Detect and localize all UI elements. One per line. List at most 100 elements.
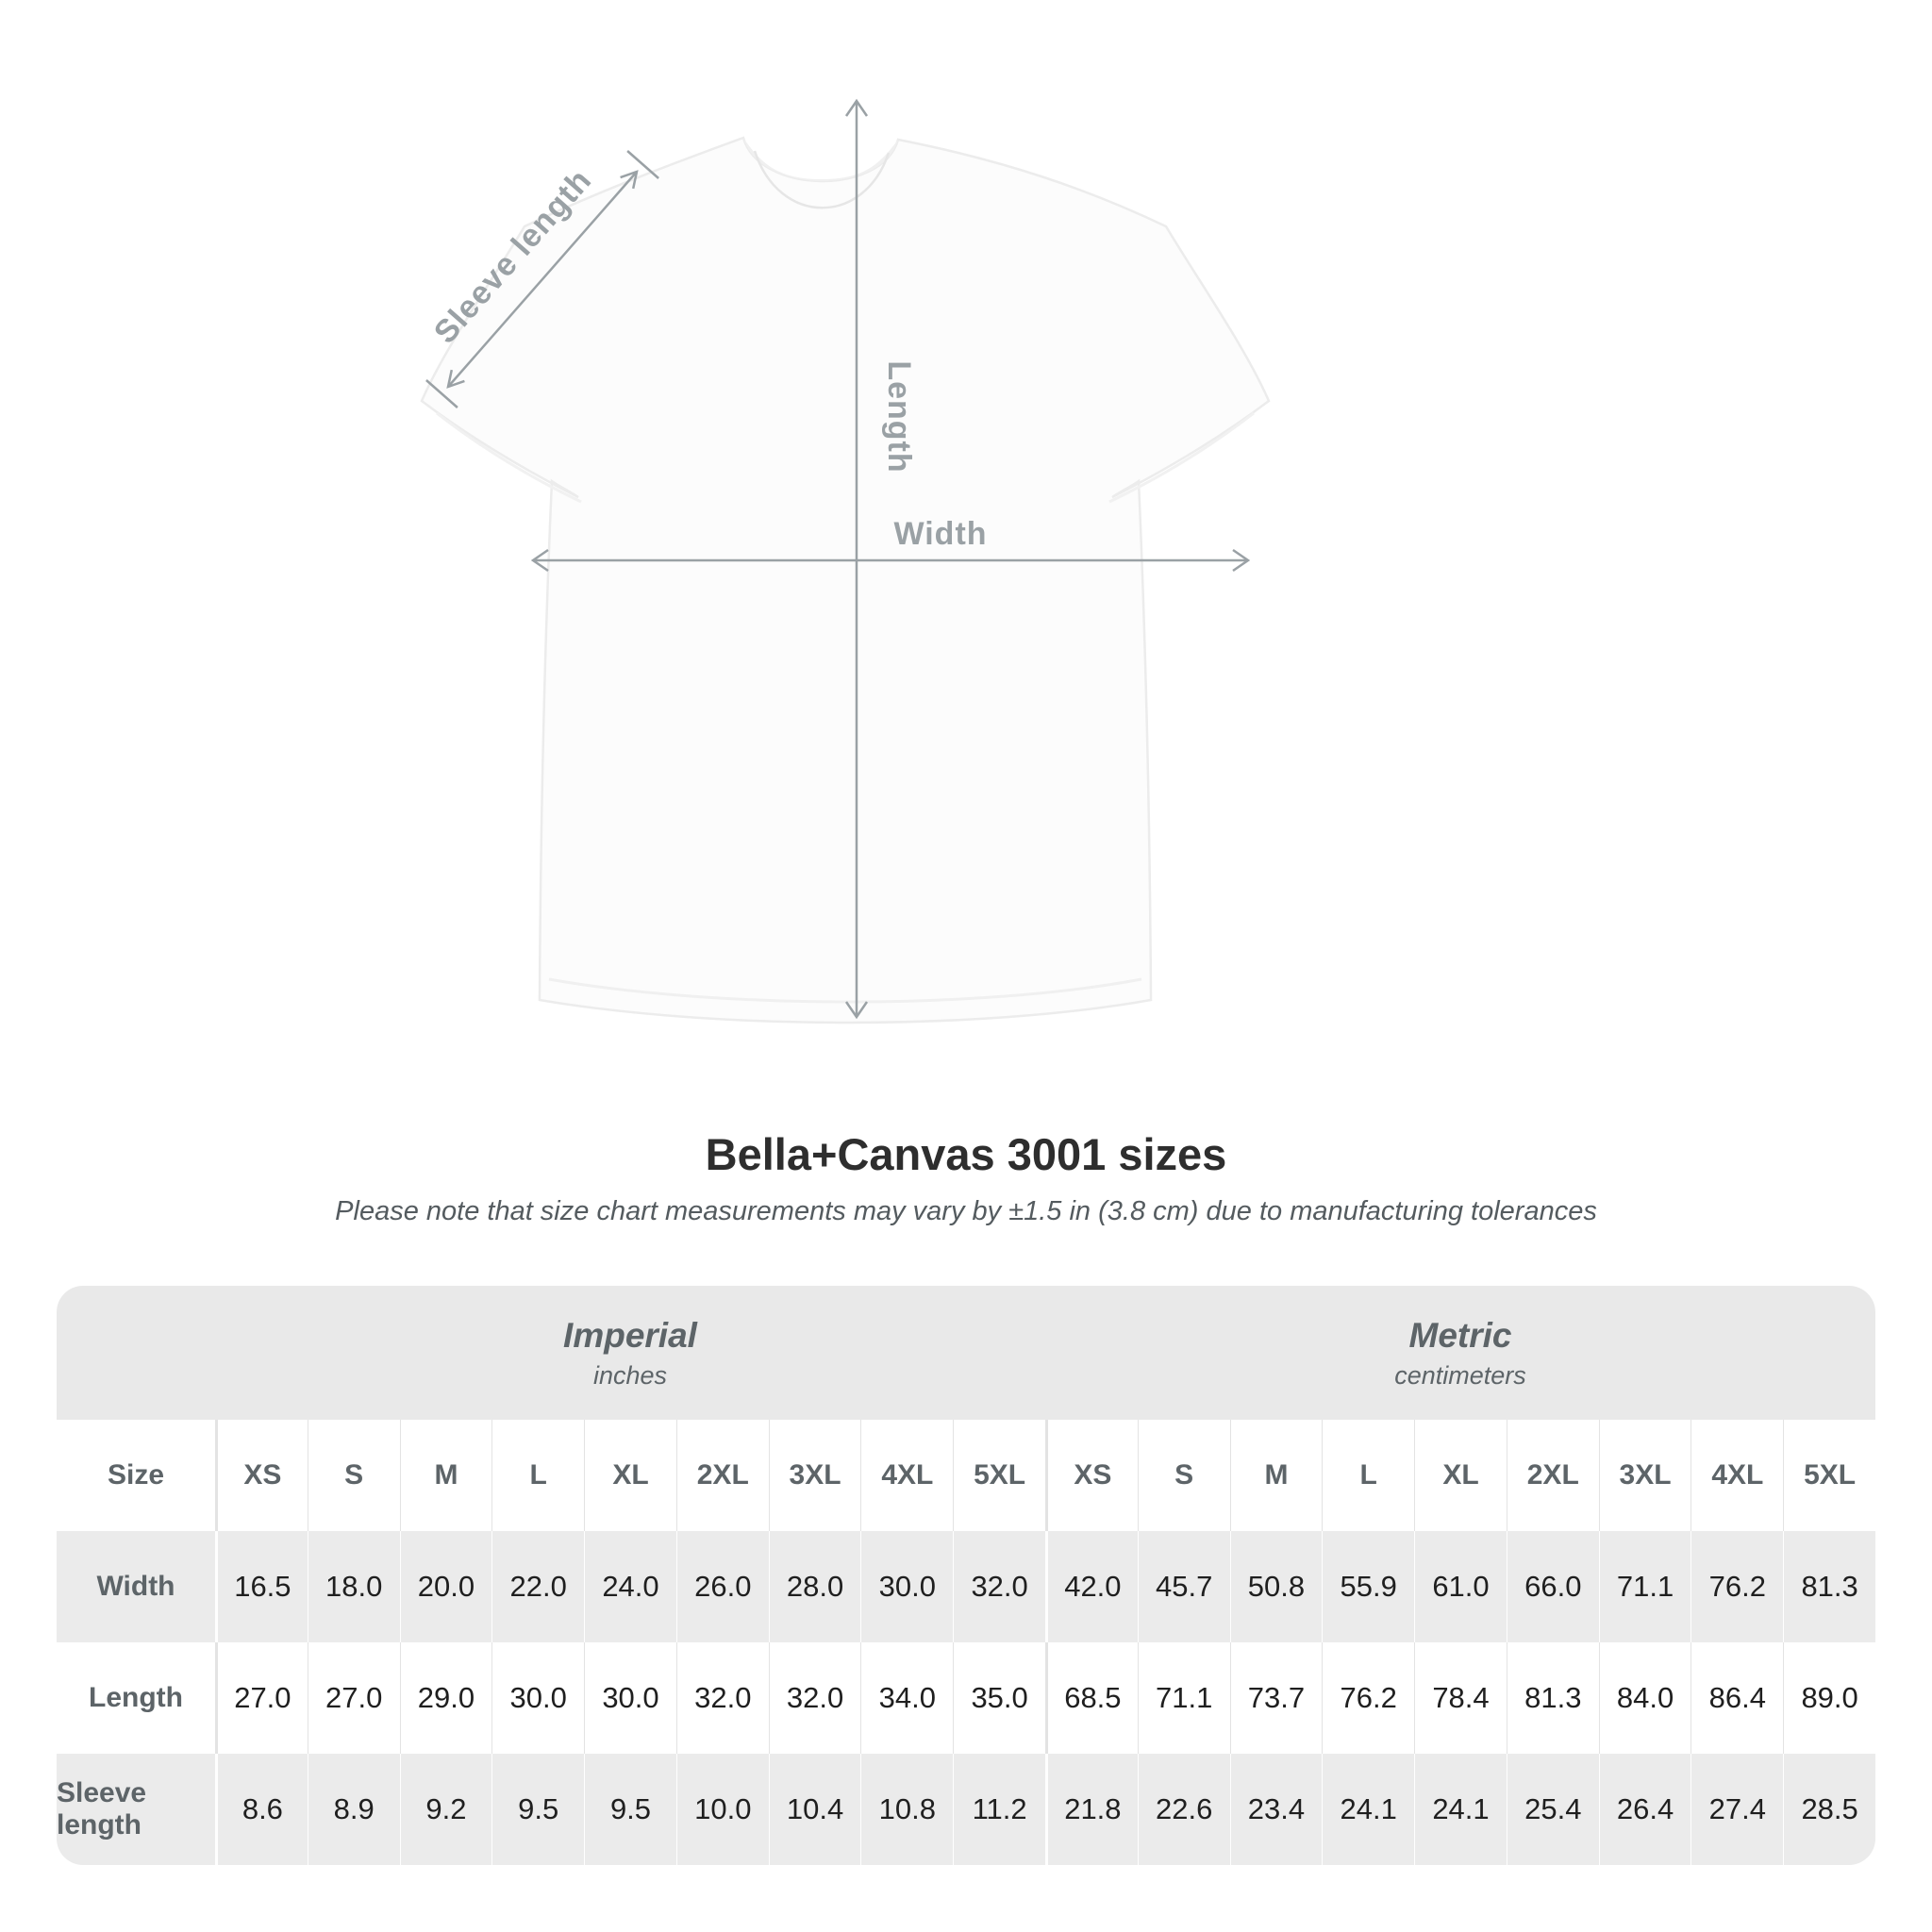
value-cell: 9.5 (491, 1754, 584, 1865)
size-col-header: 5XL (1783, 1420, 1875, 1531)
value-cell: 22.0 (491, 1531, 584, 1642)
value-cell: 86.4 (1690, 1642, 1783, 1754)
size-col-header: 5XL (953, 1420, 1045, 1531)
size-col-header: XS (1045, 1420, 1138, 1531)
value-cell: 32.0 (953, 1531, 1045, 1642)
value-cell: 24.0 (584, 1531, 676, 1642)
tshirt-shape (420, 136, 1271, 1024)
size-col-header: S (307, 1420, 400, 1531)
unit-header-metric: Metric centimeters (1045, 1286, 1875, 1420)
value-cell: 68.5 (1045, 1642, 1138, 1754)
value-cell: 76.2 (1322, 1642, 1414, 1754)
table-row: Width 16.5 18.0 20.0 22.0 24.0 26.0 28.0 30.0 32.… (57, 1531, 1875, 1642)
value-cell: 32.0 (675, 1642, 769, 1754)
imperial-unit-label: inches (592, 1360, 668, 1390)
value-cell: 16.5 (215, 1531, 308, 1642)
value-cell: 8.9 (307, 1754, 400, 1865)
size-table: Imperial inches Metric centimeters Size X… (57, 1286, 1875, 1865)
width-label: Width (893, 516, 987, 552)
value-cell: 30.0 (860, 1531, 953, 1642)
size-col-header: 3XL (768, 1420, 861, 1531)
value-cell: 28.5 (1783, 1754, 1875, 1865)
size-col-header: 3XL (1598, 1420, 1691, 1531)
imperial-label: Imperial (563, 1315, 697, 1355)
length-arrow (844, 98, 869, 1020)
value-cell: 11.2 (953, 1754, 1045, 1865)
value-cell: 23.4 (1229, 1754, 1323, 1865)
value-cell: 24.1 (1414, 1754, 1507, 1865)
unit-header-spacer (57, 1286, 215, 1420)
table-row: Sleeve length 8.6 8.9 9.2 9.5 9.5 10.0 10.4 10.8… (57, 1754, 1875, 1865)
value-cell: 66.0 (1506, 1531, 1599, 1642)
size-col-header: XL (1414, 1420, 1507, 1531)
value-cell: 28.0 (768, 1531, 861, 1642)
unit-header-row: Imperial inches Metric centimeters (57, 1286, 1875, 1420)
size-col-header: XS (215, 1420, 308, 1531)
value-cell: 42.0 (1045, 1531, 1138, 1642)
value-cell: 26.0 (675, 1531, 769, 1642)
size-col-header: M (399, 1420, 492, 1531)
value-cell: 71.1 (1598, 1531, 1691, 1642)
size-col-header: L (1322, 1420, 1414, 1531)
unit-header-imperial: Imperial inches (215, 1286, 1045, 1420)
size-col-header: XL (584, 1420, 676, 1531)
value-cell: 18.0 (307, 1531, 400, 1642)
metric-label: Metric (1408, 1315, 1512, 1355)
value-cell: 27.0 (307, 1642, 400, 1754)
value-cell: 30.0 (491, 1642, 584, 1754)
value-cell: 32.0 (768, 1642, 861, 1754)
value-cell: 10.4 (768, 1754, 861, 1865)
value-cell: 34.0 (860, 1642, 953, 1754)
value-cell: 24.1 (1322, 1754, 1414, 1865)
page-title: Bella+Canvas 3001 sizes (705, 1129, 1227, 1179)
size-col-header: 2XL (675, 1420, 769, 1531)
value-cell: 27.0 (215, 1642, 308, 1754)
value-cell: 71.1 (1137, 1642, 1230, 1754)
length-label: Length (881, 360, 917, 473)
sleeve-length-arrow (425, 150, 659, 408)
value-cell: 25.4 (1506, 1754, 1599, 1865)
size-row-label: Size (107, 1459, 165, 1491)
size-table-body: Size XS S M L XL 2XL 3XL 4XL 5XL XS S M L XL 2XL 3XL 4XL 5… (57, 1420, 1875, 1865)
size-col-header: 4XL (1690, 1420, 1783, 1531)
value-cell: 22.6 (1137, 1754, 1230, 1865)
table-row: Size XS S M L XL 2XL 3XL 4XL 5XL XS S M L XL 2XL 3XL 4XL 5… (57, 1420, 1875, 1531)
value-cell: 81.3 (1506, 1642, 1599, 1754)
measurement-row-label: Sleeve length (57, 1777, 147, 1840)
size-col-header: 4XL (860, 1420, 953, 1531)
value-cell: 30.0 (584, 1642, 676, 1754)
measurement-row-label: Length (89, 1682, 183, 1713)
size-col-header: M (1229, 1420, 1323, 1531)
value-cell: 84.0 (1598, 1642, 1691, 1754)
value-cell: 9.2 (399, 1754, 492, 1865)
page-subtitle: Please note that size chart measurements… (335, 1196, 1597, 1226)
value-cell: 81.3 (1783, 1531, 1875, 1642)
value-cell: 76.2 (1690, 1531, 1783, 1642)
value-cell: 20.0 (399, 1531, 492, 1642)
value-cell: 21.8 (1045, 1754, 1138, 1865)
value-cell: 29.0 (399, 1642, 492, 1754)
value-cell: 89.0 (1783, 1642, 1875, 1754)
table-row: Length 27.0 27.0 29.0 30.0 30.0 32.0 32.0 34.0 35… (57, 1642, 1875, 1754)
value-cell: 55.9 (1322, 1531, 1414, 1642)
value-cell: 78.4 (1414, 1642, 1507, 1754)
value-cell: 45.7 (1137, 1531, 1230, 1642)
value-cell: 8.6 (215, 1754, 308, 1865)
value-cell: 10.0 (675, 1754, 769, 1865)
value-cell: 50.8 (1229, 1531, 1323, 1642)
tshirt-illustration: Sleeve length Length Width (420, 98, 1271, 1024)
value-cell: 61.0 (1414, 1531, 1507, 1642)
value-cell: 9.5 (584, 1754, 676, 1865)
value-cell: 73.7 (1229, 1642, 1323, 1754)
value-cell: 35.0 (953, 1642, 1045, 1754)
metric-unit-label: centimeters (1394, 1360, 1526, 1390)
value-cell: 27.4 (1690, 1754, 1783, 1865)
size-col-header: 2XL (1506, 1420, 1599, 1531)
value-cell: 10.8 (860, 1754, 953, 1865)
value-cell: 26.4 (1598, 1754, 1691, 1865)
measurement-row-label: Width (96, 1571, 175, 1602)
width-arrow (530, 548, 1251, 573)
size-col-header: L (491, 1420, 584, 1531)
tshirt-diagram: Sleeve length Length Width (420, 98, 1271, 1024)
size-col-header: S (1137, 1420, 1230, 1531)
